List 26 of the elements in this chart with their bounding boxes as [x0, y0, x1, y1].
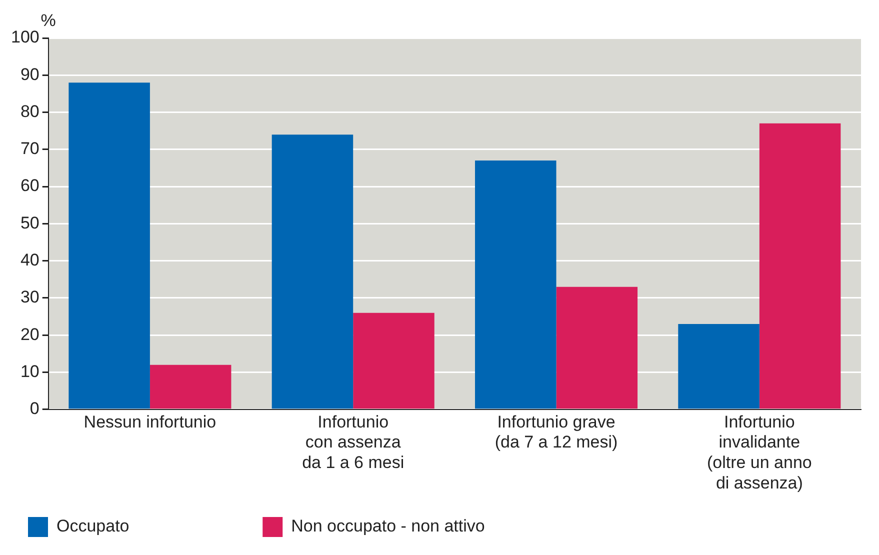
bar: [150, 364, 232, 409]
bar: [353, 312, 434, 409]
x-tick-label: Nessun infortunio: [84, 412, 216, 432]
legend-label: Non occupato - non attivo: [291, 516, 598, 536]
y-tick-label: 100: [10, 28, 40, 47]
bar: [678, 324, 760, 409]
y-tick-label: 70: [20, 139, 40, 158]
x-tick-label: Infortunio con assenza da 1 a 6 mesi: [302, 412, 404, 472]
bar: [556, 286, 638, 409]
x-tick-label: Infortunio grave (da 7 a 12 mesi): [494, 412, 618, 452]
y-tick-label: 20: [20, 324, 40, 344]
bar: [68, 82, 150, 409]
bar: [272, 134, 354, 409]
y-tick-label: 40: [20, 250, 40, 270]
y-tick-label: 80: [20, 102, 40, 121]
x-tick-label: Infortunio invalidante (oltre un anno di assenza): [706, 412, 812, 492]
bar: [759, 123, 841, 409]
y-tick-label: 90: [20, 64, 40, 84]
legend-label: Occupato: [56, 516, 243, 536]
y-tick-label: 30: [20, 288, 40, 307]
y-tick-label: 60: [20, 176, 40, 196]
y-tick-label: 10: [20, 362, 40, 381]
bar: [475, 160, 556, 409]
y-tick-label: 0: [30, 399, 40, 418]
y-axis-title: %: [40, 11, 56, 30]
y-tick-label: 50: [20, 213, 40, 232]
